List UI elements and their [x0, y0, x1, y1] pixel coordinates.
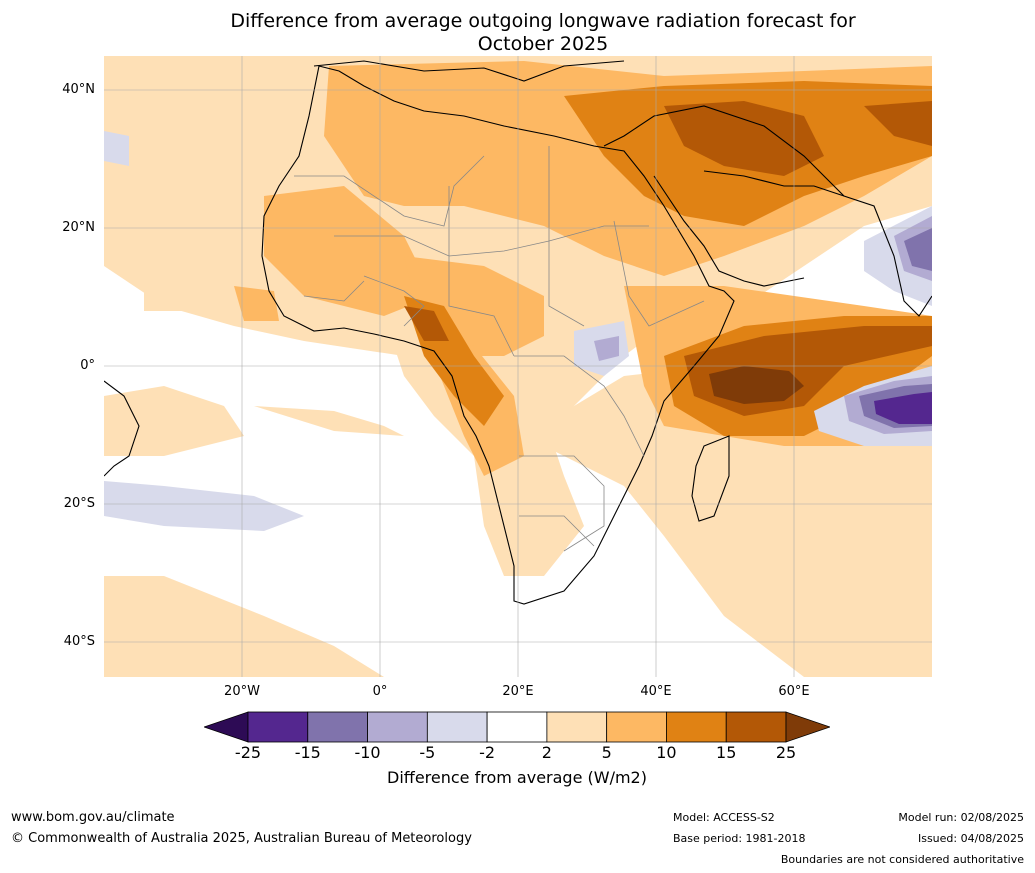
lon-label-20e: 20°E	[502, 684, 534, 699]
colorbar-tick-label: -10	[354, 743, 381, 762]
lat-label-40n: 40°N	[62, 82, 95, 97]
colorbar-min-extension	[204, 711, 249, 743]
colorbar-title: Difference from average (W/m2)	[387, 768, 647, 787]
country-borders	[294, 146, 705, 552]
negative-anomaly-very-strong	[874, 392, 932, 424]
colorbar-tick-label: -25	[234, 743, 262, 762]
website-text: www.bom.gov.au/climate	[11, 810, 175, 825]
title-line-2: October 2025	[477, 33, 609, 55]
colorbar-tick-label: 15	[716, 743, 737, 762]
colorbar-tick-label: -5	[419, 743, 436, 762]
colorbar-max-extension	[785, 711, 830, 743]
lat-label-40s: 40°S	[63, 634, 95, 649]
lon-label-20w: 20°W	[224, 684, 260, 699]
colorbar-swatch	[307, 711, 368, 743]
lon-label-40e: 40°E	[640, 684, 672, 699]
colorbar-tick-label: 2	[541, 743, 552, 762]
colorbar	[204, 711, 830, 743]
graticule	[104, 56, 932, 677]
colorbar-swatch	[725, 711, 787, 743]
lat-label-0: 0°	[80, 358, 95, 373]
colorbar-tick-label: -2	[479, 743, 496, 762]
base-period-text: Base period: 1981-2018	[673, 832, 806, 845]
title-line-1: Difference from average outgoing longwav…	[230, 10, 856, 32]
olr-anomaly-map	[104, 56, 932, 677]
colorbar-tick-label: 25	[775, 743, 797, 762]
colorbar-swatch	[486, 711, 548, 743]
copyright-text: © Commonwealth of Australia 2025, Austra…	[11, 831, 472, 846]
coastlines	[104, 60, 932, 605]
model-run-text: Model run: 02/08/2025	[898, 811, 1024, 824]
colorbar-tick-label: -15	[294, 743, 321, 762]
colorbar-swatch	[546, 711, 608, 743]
lon-label-0: 0°	[372, 684, 388, 699]
colorbar-swatch	[367, 711, 428, 743]
colorbar-tick-label: 10	[656, 743, 677, 762]
colorbar-swatch	[606, 711, 667, 743]
positive-anomaly-extreme	[709, 366, 804, 404]
lat-label-20n: 20°N	[62, 220, 95, 235]
model-text: Model: ACCESS-S2	[673, 811, 775, 824]
lat-label-20s: 20°S	[63, 496, 95, 511]
colorbar-tick-label: 5	[601, 743, 612, 762]
disclaimer-text: Boundaries are not considered authoritat…	[780, 853, 1024, 866]
colorbar-swatch	[247, 711, 309, 743]
colorbar-swatch	[666, 711, 727, 743]
colorbar-swatch	[426, 711, 488, 743]
chart-title: Difference from average outgoing longwav…	[0, 10, 1035, 56]
lon-label-60e: 60°E	[778, 684, 810, 699]
issued-text: Issued: 04/08/2025	[917, 832, 1024, 845]
